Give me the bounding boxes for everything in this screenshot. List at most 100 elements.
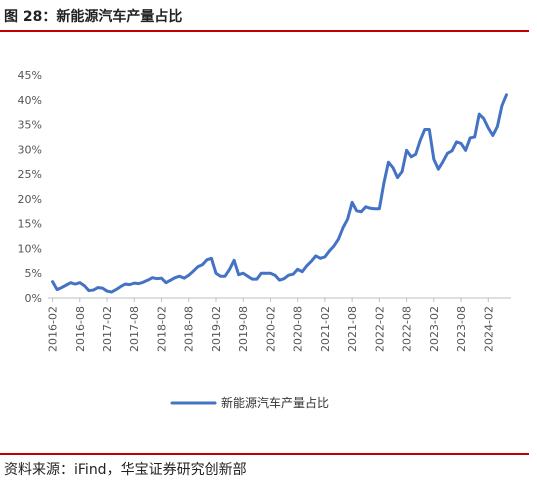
data-point xyxy=(210,257,213,260)
data-point xyxy=(391,166,395,169)
data-point xyxy=(223,275,227,278)
data-point xyxy=(369,207,372,210)
data-point xyxy=(455,140,458,144)
data-point xyxy=(142,280,145,284)
data-point xyxy=(505,93,508,97)
data-point xyxy=(278,278,281,282)
data-point xyxy=(491,134,495,137)
data-point xyxy=(464,149,467,152)
data-point xyxy=(228,268,231,271)
data-point xyxy=(341,226,345,229)
data-point xyxy=(260,272,263,275)
data-point xyxy=(105,289,109,293)
x-tick-label: 2019-02 xyxy=(210,306,223,352)
data-point xyxy=(241,272,245,275)
data-point xyxy=(201,263,204,266)
line-chart: 0% 5% 10% 15% 20% 25% 30% 35% 40% 45% 2016-02 2016-… xyxy=(18,69,511,410)
data-point xyxy=(387,161,390,164)
data-point xyxy=(441,160,445,163)
data-point xyxy=(301,270,304,273)
data-point xyxy=(110,290,113,294)
data-point xyxy=(319,257,322,260)
data-point xyxy=(96,286,100,289)
data-point xyxy=(119,285,122,288)
source-note: 资料来源：iFind，华宝证券研究创新部 xyxy=(4,462,247,478)
data-point xyxy=(428,128,431,131)
data-point xyxy=(55,288,59,291)
data-point xyxy=(364,205,367,209)
y-tick-label: 15% xyxy=(18,218,42,231)
data-point xyxy=(487,126,490,130)
x-tick-label: 2018-08 xyxy=(183,306,196,352)
data-point xyxy=(214,272,218,275)
x-tick-label: 2023-02 xyxy=(428,306,441,352)
data-point xyxy=(468,136,472,140)
data-point xyxy=(87,289,91,292)
data-point xyxy=(205,258,209,262)
legend-label: 新能源汽车产量占比 xyxy=(221,395,329,410)
x-tick-label: 2018-02 xyxy=(155,306,168,352)
data-point xyxy=(114,288,118,291)
data-point xyxy=(155,277,159,280)
x-tick-label: 2020-08 xyxy=(292,306,305,352)
y-tick-label: 10% xyxy=(18,242,42,255)
data-point xyxy=(123,282,127,286)
data-point xyxy=(305,264,308,267)
bottom-rule xyxy=(0,453,529,455)
x-tick-label: 2021-02 xyxy=(319,306,332,352)
data-point xyxy=(373,207,377,210)
data-point xyxy=(60,286,63,289)
data-point xyxy=(328,249,331,253)
data-point xyxy=(337,237,340,241)
y-tick-label: 5% xyxy=(25,267,42,280)
figure-title: 图 28：新能源汽车产量占比 xyxy=(4,9,183,25)
data-point xyxy=(237,273,240,276)
data-point xyxy=(314,254,318,258)
data-point xyxy=(419,139,422,142)
data-point xyxy=(346,218,349,221)
data-point xyxy=(251,277,254,281)
data-point xyxy=(332,244,336,248)
data-point xyxy=(232,259,236,262)
data-point xyxy=(187,274,190,277)
series-line xyxy=(51,93,508,294)
data-point xyxy=(146,278,150,282)
data-point xyxy=(382,181,386,185)
data-point xyxy=(378,207,381,210)
x-tick-label: 2022-08 xyxy=(401,306,414,352)
data-point xyxy=(496,125,499,128)
x-tick-label: 2024-02 xyxy=(482,306,495,352)
data-point xyxy=(83,284,86,287)
y-tick-label: 30% xyxy=(18,143,42,156)
data-point xyxy=(323,255,327,259)
data-point xyxy=(264,272,268,275)
x-tick-label: 2016-08 xyxy=(74,306,87,352)
y-tick-label: 0% xyxy=(25,292,42,305)
x-tick-label: 2020-02 xyxy=(264,306,277,352)
data-point xyxy=(310,260,313,263)
data-point xyxy=(437,167,440,171)
data-point xyxy=(296,268,299,271)
y-tick-label: 25% xyxy=(18,168,42,181)
data-point xyxy=(92,288,95,292)
x-tick-label: 2021-08 xyxy=(346,306,359,352)
x-tick-label: 2023-08 xyxy=(455,306,468,352)
top-rule xyxy=(0,30,529,32)
data-point xyxy=(287,274,290,277)
data-point xyxy=(355,209,358,212)
data-point xyxy=(478,112,481,116)
data-point xyxy=(473,135,476,139)
data-point xyxy=(219,275,222,278)
data-point xyxy=(450,149,454,153)
data-point xyxy=(128,283,131,286)
y-tick-label: 45% xyxy=(18,69,42,82)
data-point xyxy=(173,276,177,279)
data-point xyxy=(169,278,172,282)
data-point xyxy=(405,149,408,152)
data-point xyxy=(101,286,104,290)
data-point xyxy=(51,280,54,283)
data-point xyxy=(360,210,363,213)
y-tick-label: 40% xyxy=(18,94,42,107)
data-point xyxy=(400,170,404,173)
data-point xyxy=(482,117,485,120)
